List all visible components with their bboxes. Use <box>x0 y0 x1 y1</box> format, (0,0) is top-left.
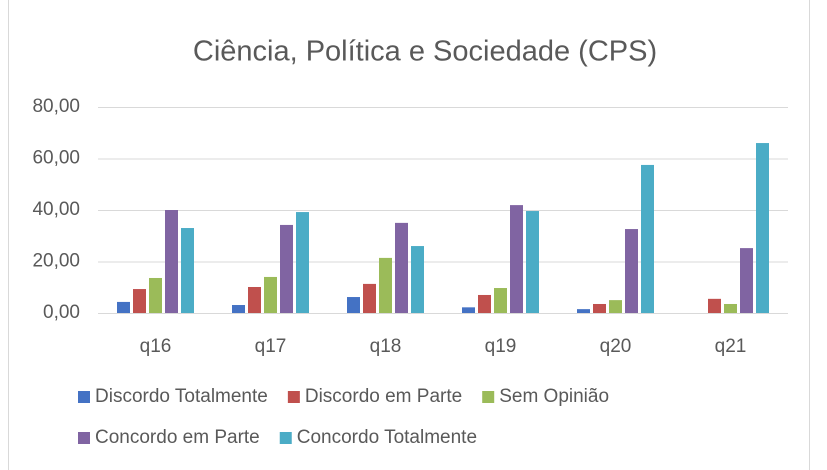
bar <box>641 164 654 313</box>
bar <box>379 257 392 313</box>
legend-label: Discordo Totalmente <box>95 386 268 407</box>
bar <box>264 276 277 313</box>
legend-label: Sem Opinião <box>499 386 609 407</box>
x-tick-label: q16 <box>140 336 172 357</box>
x-tick-label: q21 <box>715 336 747 357</box>
bar <box>347 297 360 313</box>
legend-swatch <box>287 391 300 403</box>
y-tick-label: 20,00 <box>32 251 80 272</box>
bar <box>181 228 194 313</box>
legend-swatch <box>78 391 90 403</box>
chart-title: Ciência, Política e Sociedade (CPS) <box>193 36 657 68</box>
bar <box>462 307 475 313</box>
bar <box>724 303 737 313</box>
bar <box>577 309 590 313</box>
bar <box>395 222 408 313</box>
bar <box>133 289 146 313</box>
y-tick-label: 80,00 <box>32 96 80 117</box>
bar <box>494 288 507 313</box>
bar <box>280 224 293 313</box>
bar <box>609 300 622 313</box>
x-tick-label: q17 <box>255 336 287 357</box>
legend-label: Discordo em Parte <box>305 386 462 407</box>
bar <box>756 143 769 313</box>
bar <box>232 305 245 313</box>
bar <box>625 229 638 313</box>
bar <box>478 294 491 313</box>
bar <box>510 205 523 313</box>
legend-swatch <box>482 391 495 403</box>
x-tick-label: q19 <box>485 336 517 357</box>
bar <box>708 298 721 313</box>
legend-label: Concordo em Parte <box>95 427 260 448</box>
y-tick-label: 60,00 <box>32 148 80 169</box>
bar <box>740 248 753 313</box>
x-tick-label: q20 <box>600 336 632 357</box>
bar <box>363 283 376 313</box>
legend-label: Concordo Totalmente <box>297 427 477 448</box>
bar <box>593 303 606 313</box>
legend-swatch <box>78 432 90 444</box>
bar <box>117 301 130 313</box>
y-tick-label: 40,00 <box>32 199 80 220</box>
bar <box>411 246 424 313</box>
bar <box>296 212 309 313</box>
chart-frame <box>8 0 810 470</box>
y-tick-label: 0,00 <box>43 302 80 323</box>
x-tick-label: q18 <box>370 336 402 357</box>
bar <box>248 286 261 313</box>
bar <box>149 277 162 313</box>
bar <box>526 211 539 313</box>
legend-swatch <box>279 432 292 444</box>
bar <box>165 210 178 313</box>
